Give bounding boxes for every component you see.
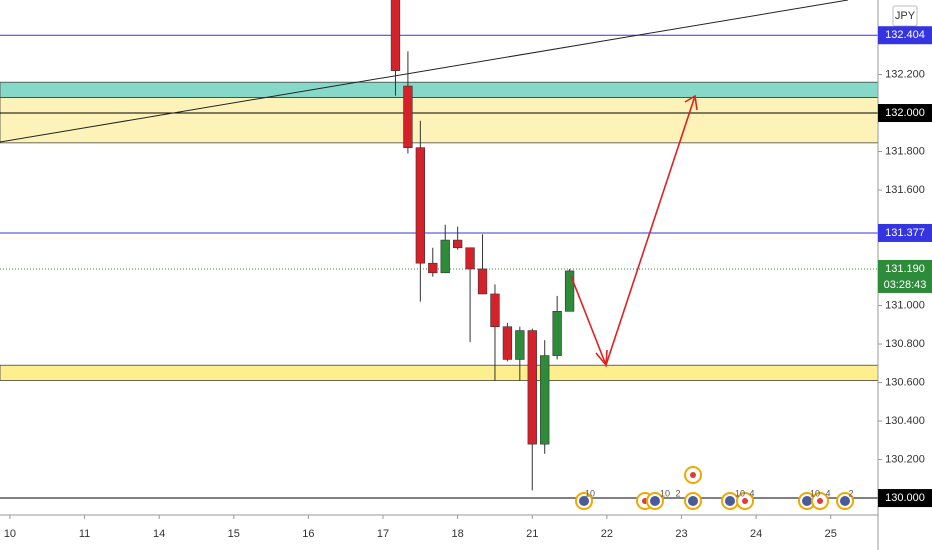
y-tick-label: 131.800 — [885, 145, 925, 157]
candle-body — [403, 85, 413, 148]
event-icon-core — [817, 498, 823, 504]
event-count: 10 — [735, 488, 745, 498]
arrow-head — [684, 94, 698, 111]
x-tick-label: 21 — [526, 528, 538, 540]
price-tag — [878, 259, 932, 293]
candle-body — [502, 326, 513, 360]
candle-body — [390, 0, 401, 71]
candle-body — [428, 262, 438, 274]
y-tick-label: 130.400 — [885, 415, 925, 427]
y-tick-label: 130.200 — [885, 453, 925, 465]
zone — [0, 81, 879, 99]
candle-body — [515, 330, 525, 360]
event-icon-core — [725, 496, 735, 506]
event-count: 4 — [825, 488, 830, 498]
event-icon-core — [650, 496, 660, 506]
candle-body — [552, 311, 562, 356]
price-tag — [878, 104, 932, 123]
currency-box — [892, 5, 918, 27]
events: 10 10 2 10 4 10 4 2 — [575, 466, 854, 510]
arrow-head — [595, 349, 608, 368]
x-tick-label: 16 — [302, 528, 314, 540]
x-tick-label: 24 — [750, 528, 762, 540]
price-tag — [878, 223, 932, 242]
x-tick-label: 14 — [153, 528, 165, 540]
countdown: 03:28:43 — [884, 279, 927, 291]
price-tag — [878, 26, 932, 45]
candle-body — [477, 268, 488, 295]
x-tick-label: 17 — [377, 528, 389, 540]
price-tag-label: 131.377 — [885, 227, 925, 239]
x-tick-label: 11 — [79, 528, 90, 540]
event-icon-core — [742, 498, 748, 504]
x-tick-label: 18 — [452, 528, 464, 540]
event-icon-core — [690, 472, 696, 478]
y-tick-label: 130.600 — [885, 376, 925, 388]
y-tick-label: 131.600 — [885, 184, 925, 196]
event-count: 10 — [585, 488, 595, 498]
axis: 132.200 131.800 131.600 131.000 130.800 130.6… — [4, 26, 932, 540]
candles — [390, 0, 575, 491]
price-tag-label: 132.404 — [885, 29, 925, 41]
y-tick-label: 131.000 — [885, 299, 925, 311]
candle-body — [490, 293, 500, 328]
event-count: 10 — [660, 488, 670, 498]
price-tag — [878, 489, 932, 508]
projection-arrow — [570, 94, 698, 368]
y-tick-label: 130.800 — [885, 338, 925, 350]
candle-body — [564, 270, 575, 312]
event-icon-core — [688, 496, 698, 506]
event-count: 2 — [848, 488, 853, 498]
x-tick-label: 10 — [4, 528, 16, 540]
candle-body — [453, 239, 463, 249]
y-tick-label: 132.200 — [885, 68, 925, 80]
event-icon-core — [579, 496, 589, 506]
event-count: 10 — [810, 488, 820, 498]
x-tick-label: 25 — [825, 528, 837, 540]
event-icon-core — [802, 496, 812, 506]
currency-label: JPY — [895, 10, 916, 22]
candle-body — [465, 247, 475, 270]
candle-body — [440, 239, 450, 274]
x-tick-label: 22 — [601, 528, 613, 540]
price-tag-label: 132.000 — [885, 107, 925, 119]
zone — [0, 364, 879, 382]
trend-line — [0, 0, 849, 143]
event-count: 2 — [675, 488, 680, 498]
candle-body — [415, 147, 425, 264]
x-tick-label: 15 — [228, 528, 240, 540]
x-tick-label: 23 — [675, 528, 687, 540]
zone — [0, 97, 879, 144]
event-icon-core — [840, 496, 850, 506]
candle-body — [540, 355, 550, 445]
event-count: 4 — [749, 488, 754, 498]
zones — [0, 81, 879, 382]
candle-body — [527, 330, 537, 445]
price-tag-label: 131.190 — [885, 263, 925, 275]
price-tag-label: 130.000 — [885, 492, 925, 504]
